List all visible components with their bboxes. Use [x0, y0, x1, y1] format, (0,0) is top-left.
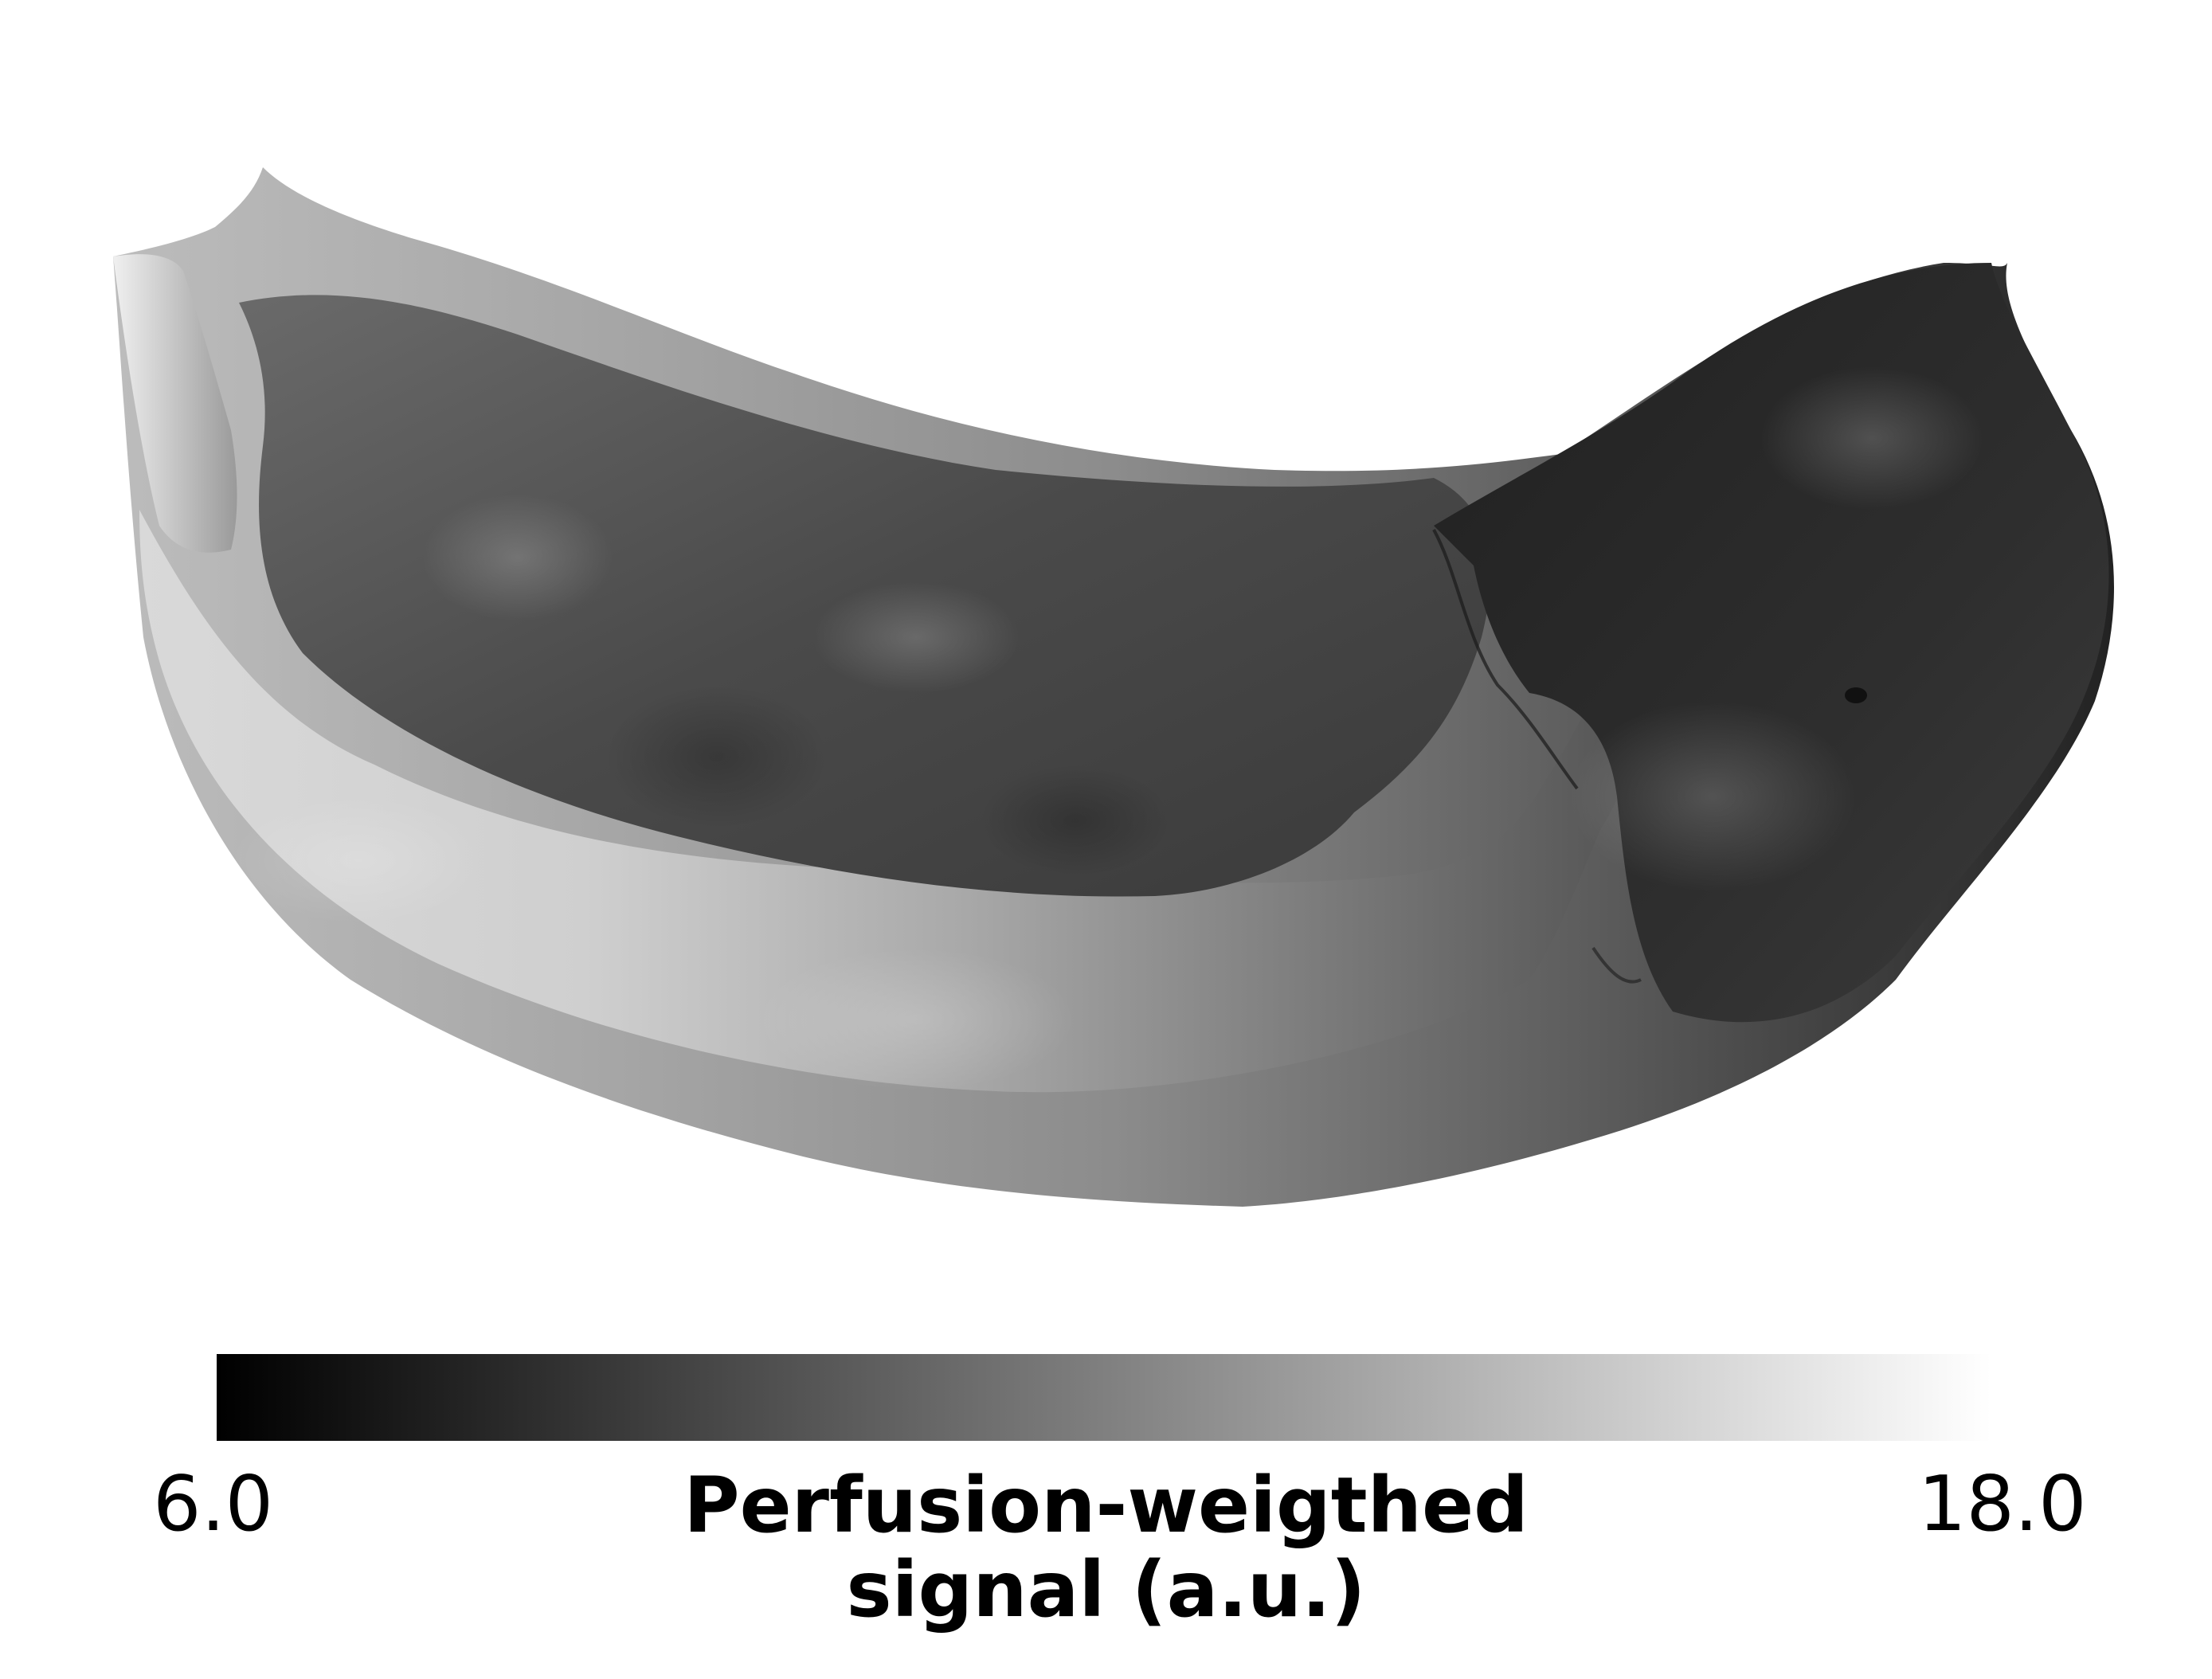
texture-blob	[1760, 366, 1983, 510]
texture-blob	[812, 581, 1020, 693]
colorbar-title-line2: signal (a.u.)	[846, 1544, 1366, 1634]
colorbar-max-label: 18.0	[1918, 1461, 2087, 1548]
colorbar-title-line1: Perfusion-weigthed	[683, 1461, 1529, 1550]
texture-blob	[757, 948, 1075, 1091]
texture-spot	[1845, 687, 1867, 703]
surface-left-tip	[113, 254, 237, 553]
colorbar-min-label: 6.0	[153, 1461, 274, 1548]
crease-line	[1432, 529, 1579, 790]
colorbar-gradient	[217, 1354, 1991, 1441]
colorbar-title: Perfusion-weigthed signal (a.u.)	[0, 1461, 2212, 1634]
surface-band	[139, 510, 1630, 1093]
texture-blob	[231, 796, 486, 924]
texture-blob	[422, 494, 613, 621]
texture-blob	[980, 765, 1171, 876]
texture-blob	[605, 685, 828, 828]
crease-line	[1591, 946, 1642, 984]
texture-blob	[1569, 701, 1856, 892]
